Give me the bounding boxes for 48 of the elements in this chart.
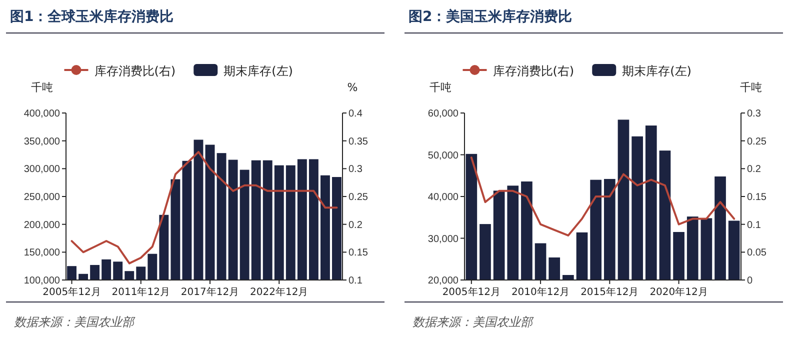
x-tick-label: 2011年12月 bbox=[112, 286, 170, 298]
y-tick-label: 350,000 bbox=[24, 136, 60, 148]
y-axis-title: 千吨 bbox=[31, 81, 53, 94]
x-tick-label: 2005年12月 bbox=[442, 286, 501, 298]
line-series bbox=[470, 156, 736, 236]
y2-tick-label: 0 bbox=[747, 276, 753, 286]
y2-tick-label: 0.3 bbox=[348, 164, 363, 176]
y2-tick-label: 0.15 bbox=[348, 248, 368, 259]
legend-label: 期末库存(左) bbox=[224, 64, 293, 78]
x-tick-label: 2005年12月 bbox=[42, 286, 101, 298]
y-tick-label: 50,000 bbox=[428, 150, 459, 162]
y2-axis-title: 千吨 bbox=[740, 81, 762, 94]
y-tick-label: 300,000 bbox=[24, 164, 60, 176]
y2-tick-label: 0.3 bbox=[747, 108, 762, 120]
y-tick-label: 250,000 bbox=[24, 192, 60, 203]
legend-label: 期末库存(左) bbox=[622, 64, 692, 78]
x-tick-label: 2015年12月 bbox=[580, 286, 639, 298]
line-series bbox=[70, 150, 338, 264]
y-axis-title: 千吨 bbox=[430, 81, 452, 94]
y2-axis-title: % bbox=[347, 81, 358, 94]
y-tick-label: 150,000 bbox=[24, 248, 60, 259]
y-tick-label: 200,000 bbox=[24, 220, 60, 231]
y2-tick-label: 0.2 bbox=[747, 164, 762, 176]
y2-tick-label: 0.1 bbox=[348, 276, 363, 286]
y2-tick-label: 0.25 bbox=[747, 136, 767, 148]
y-tick-label: 30,000 bbox=[428, 234, 459, 245]
x-tick-label: 2020年12月 bbox=[650, 286, 708, 298]
y2-tick-label: 0.4 bbox=[348, 108, 363, 120]
legend-label: 库存消费比(右) bbox=[492, 64, 574, 78]
y2-tick-label: 0.25 bbox=[348, 192, 368, 203]
y2-tick-label: 0.35 bbox=[348, 136, 368, 148]
y2-tick-label: 0.05 bbox=[747, 248, 767, 259]
legend-label: 库存消费比(右) bbox=[94, 64, 176, 78]
y2-tick-label: 0.2 bbox=[348, 220, 363, 231]
x-tick-label: 2017年12月 bbox=[180, 286, 240, 298]
y-tick-label: 400,000 bbox=[24, 108, 60, 120]
y-tick-label: 60,000 bbox=[428, 108, 459, 120]
x-tick-label: 2010年12月 bbox=[511, 286, 570, 298]
chart-title: 图1：全球玉米库存消费比 bbox=[10, 8, 174, 25]
chart-title: 图2：美国玉米库存消费比 bbox=[408, 8, 572, 25]
y-tick-label: 40,000 bbox=[428, 192, 459, 203]
source-note: 数据来源：美国农业部 bbox=[412, 315, 534, 329]
y2-tick-label: 0.15 bbox=[747, 192, 767, 203]
y2-tick-label: 0.1 bbox=[747, 220, 762, 231]
y-tick-label: 20,000 bbox=[428, 276, 459, 286]
x-tick-label: 2022年12月 bbox=[250, 286, 308, 298]
source-note: 数据来源：美国农业部 bbox=[14, 315, 136, 329]
y-tick-label: 100,000 bbox=[24, 276, 60, 286]
